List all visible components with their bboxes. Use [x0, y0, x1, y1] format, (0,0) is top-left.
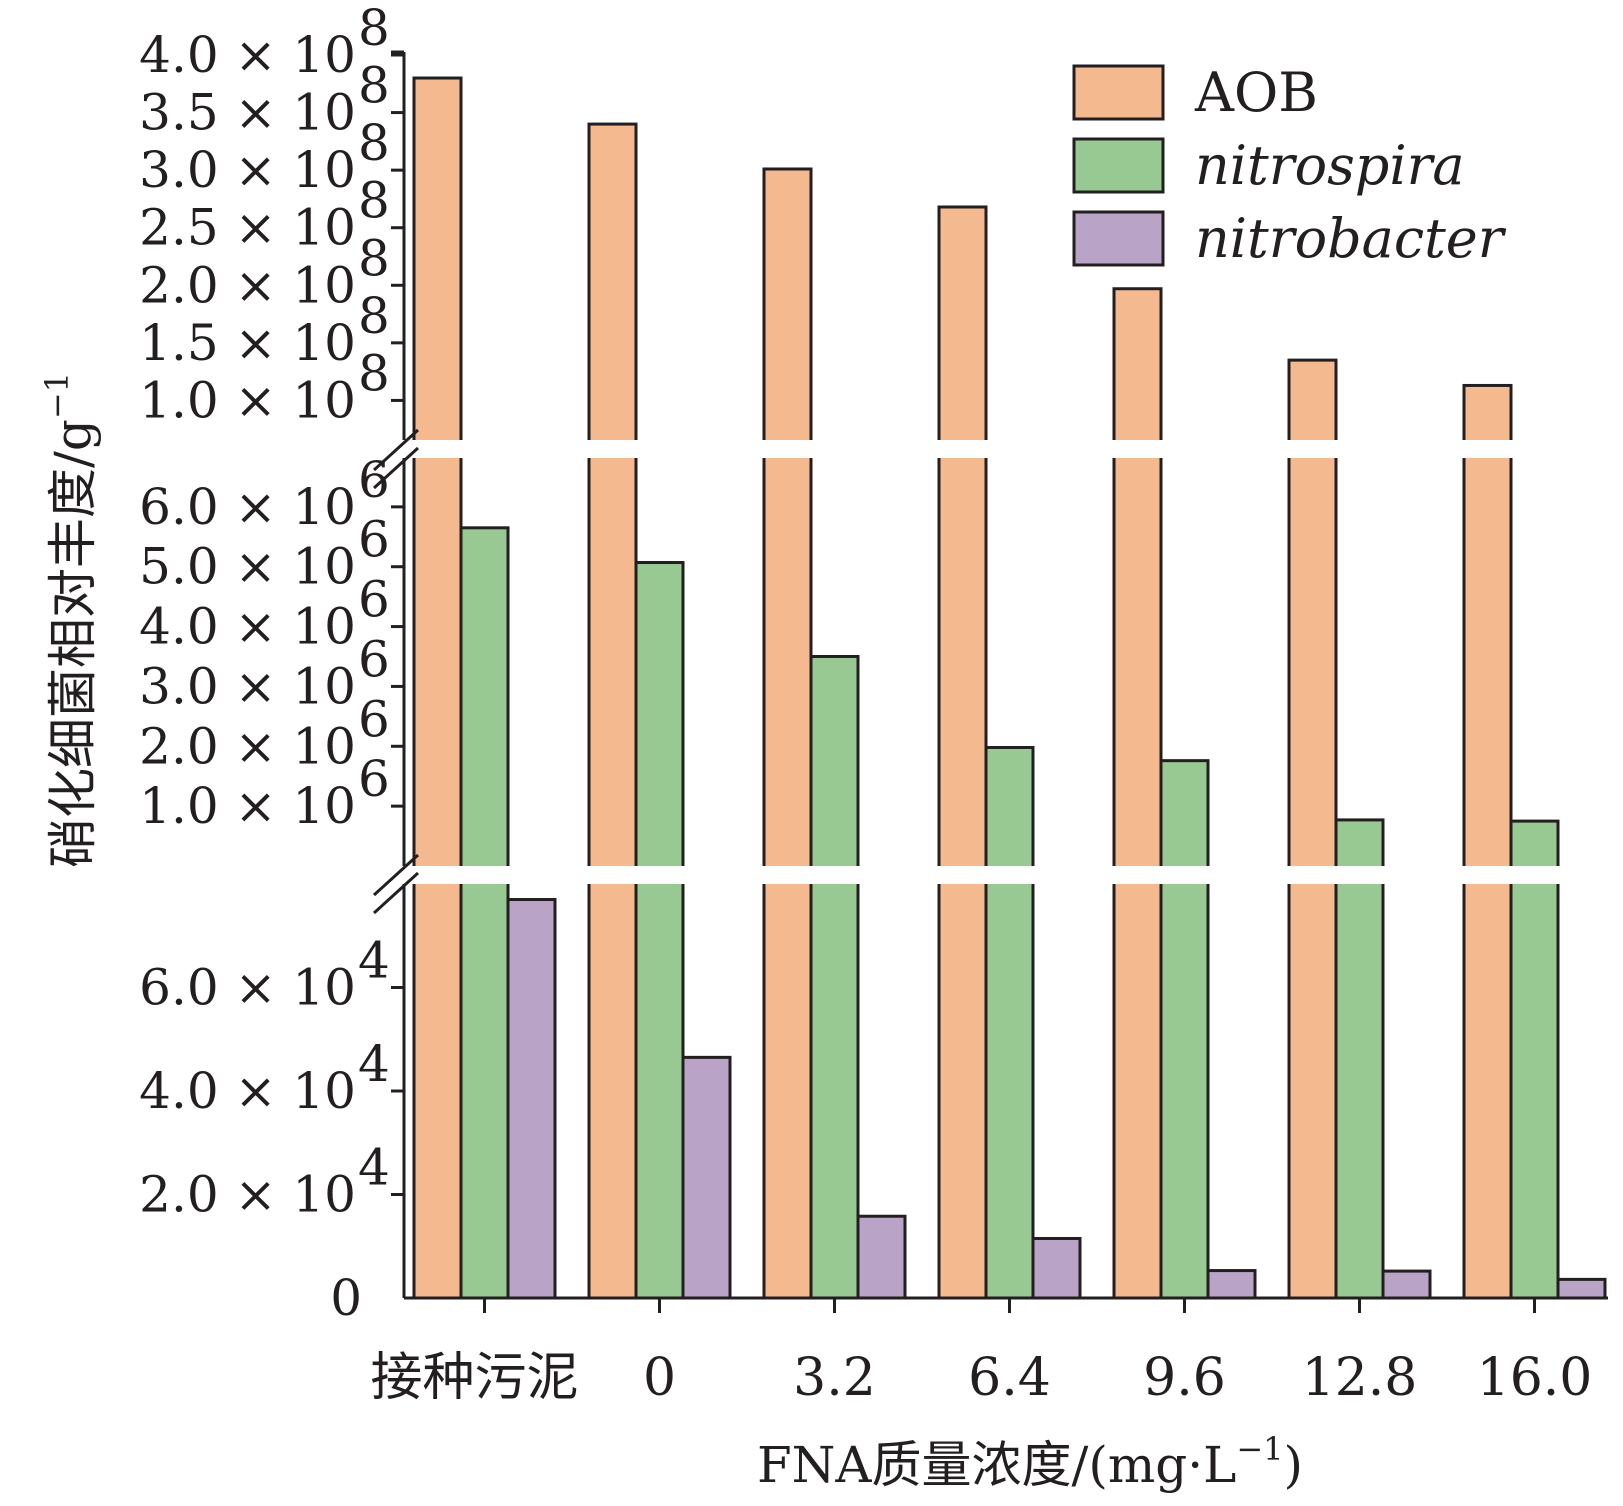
bar-nitrospira-1 [634, 561, 685, 1300]
y-tick-exponent-2-0: 8 [358, 344, 390, 402]
y-tick-exponent-0-1: 4 [358, 1139, 390, 1197]
axis-break-mark-a-1 [372, 428, 420, 472]
bar-nitrospira-6 [1509, 819, 1560, 1300]
bar-nitrospira-5 [1334, 818, 1385, 1300]
x-axis-label-main: FNA质量浓度/(mg·L [757, 1436, 1236, 1494]
axis-break-mark-b-1 [372, 446, 420, 490]
bar-nitrospira-2 [809, 655, 860, 1300]
y-axis-label-main: 硝化细菌相对丰度/g [44, 419, 102, 868]
bar-nitrospira-4 [1159, 759, 1210, 1300]
bar-nitrobacter-4 [1206, 1269, 1257, 1300]
y-tick-label-1-5: 6.0 × 10 [139, 478, 356, 536]
legend-swatch-AOB [1072, 64, 1165, 121]
bar-nitrospira-0 [459, 526, 510, 1300]
x-tick-label-3: 6.4 [968, 1348, 1051, 1408]
y-axis-label: 硝化细菌相对丰度/g−1 [38, 372, 102, 868]
y-tick-exponent-0-3: 4 [358, 932, 390, 990]
x-tick-label-4: 9.6 [1143, 1348, 1226, 1408]
y-tick-label-2-4: 3.0 × 10 [139, 141, 356, 199]
bar-AOB-0 [412, 76, 463, 1300]
axis-break-gap-0 [406, 866, 1623, 884]
bar-nitrobacter-5 [1381, 1269, 1432, 1300]
y-tick-label-0-2: 4.0 × 10 [139, 1062, 356, 1120]
bar-AOB-1 [587, 122, 638, 1300]
y-tick-label-2-5: 3.5 × 10 [139, 84, 356, 142]
y-tick-exponent-1-5: 6 [358, 451, 390, 509]
bar-nitrobacter-2 [856, 1214, 907, 1300]
bar-nitrobacter-1 [681, 1055, 732, 1300]
axis-break-mark-b-0 [372, 871, 420, 915]
legend-label-nitrobacter: nitrobacter [1195, 207, 1507, 270]
x-tick-label-6: 16.0 [1477, 1348, 1593, 1408]
y-tick-exponent-1-0: 6 [358, 750, 390, 808]
bar-nitrobacter-3 [1031, 1236, 1082, 1300]
x-tick-label-1: 0 [643, 1348, 676, 1408]
x-axis-label-sup: −1 [1236, 1430, 1283, 1468]
axis-break-mark-a-0 [372, 853, 420, 897]
y-tick-exponent-2-2: 8 [358, 229, 390, 287]
y-tick-label-1-2: 3.0 × 10 [139, 657, 356, 715]
y-tick-exponent-2-6: 8 [358, 0, 390, 57]
x-tick-label-2: 3.2 [793, 1348, 876, 1408]
y-axis-label-sup: −1 [38, 372, 76, 419]
y-tick-labels: 02.0 × 10 44.0 × 10 46.0 × 10 41.0 × 10 62.0… [139, 0, 404, 1327]
y-tick-exponent-0-2: 4 [358, 1035, 390, 1093]
y-tick-exponent-1-3: 6 [358, 571, 390, 629]
bar-nitrobacter-6 [1556, 1277, 1607, 1300]
y-tick-label-2-2: 2.0 × 10 [139, 256, 356, 314]
y-tick-exponent-1-1: 6 [358, 690, 390, 748]
bar-nitrobacter-0 [506, 898, 557, 1300]
x-tick-labels: 接种污泥 0 3.2 6.4 9.6 12.8 16.0 [370, 1298, 1592, 1408]
y-tick-exponent-1-2: 6 [358, 630, 390, 688]
legend: AOB nitrospira nitrobacter [1072, 61, 1507, 270]
bar-AOB-5 [1287, 358, 1338, 1300]
y-tick-label-0-1: 2.0 × 10 [139, 1166, 356, 1224]
y-tick-label-1-4: 5.0 × 10 [139, 538, 356, 596]
y-tick-exponent-2-5: 8 [358, 57, 390, 115]
legend-label-nitrospira: nitrospira [1195, 134, 1465, 197]
x-tick-label-0: 接种污泥 [370, 1348, 578, 1408]
bar-AOB-2 [762, 167, 813, 1300]
y-tick-label-1-1: 2.0 × 10 [139, 717, 356, 775]
y-tick-exponent-2-3: 8 [358, 172, 390, 230]
axis-break-gaps [406, 440, 1623, 884]
y-tick-label-2-0: 1.0 × 10 [139, 371, 356, 429]
x-axis-label-tail: ) [1284, 1436, 1304, 1494]
legend-label-AOB: AOB [1194, 61, 1318, 124]
y-tick-label-1-3: 4.0 × 10 [139, 598, 356, 656]
axis-break-gap-1 [406, 440, 1623, 458]
y-tick-exponent-2-1: 8 [358, 287, 390, 345]
y-tick-label-0-0: 0 [330, 1269, 362, 1327]
bars-layer [412, 76, 1607, 1300]
legend-swatch-nitrobacter [1072, 210, 1165, 267]
x-axis-label: FNA质量浓度/(mg·L−1) [757, 1430, 1303, 1494]
bar-AOB-3 [937, 205, 988, 1300]
y-tick-exponent-2-4: 8 [358, 114, 390, 172]
legend-swatch-nitrospira [1072, 137, 1165, 194]
y-tick-exponent-1-4: 6 [358, 511, 390, 569]
y-tick-label-1-0: 1.0 × 10 [139, 777, 356, 835]
bar-AOB-6 [1462, 383, 1513, 1300]
y-tick-label-2-6: 4.0 × 10 [139, 26, 356, 84]
y-tick-label-2-3: 2.5 × 10 [139, 199, 356, 257]
bar-nitrospira-3 [984, 745, 1035, 1300]
y-tick-label-2-1: 1.5 × 10 [139, 314, 356, 372]
x-tick-label-5: 12.8 [1302, 1348, 1418, 1408]
y-tick-label-0-3: 6.0 × 10 [139, 959, 356, 1017]
